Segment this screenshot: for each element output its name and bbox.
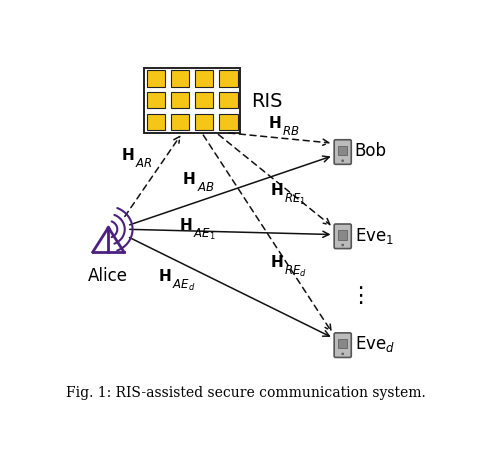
Bar bbox=[171, 93, 189, 109]
Text: Alice: Alice bbox=[88, 267, 128, 284]
Circle shape bbox=[342, 161, 344, 162]
Bar bbox=[144, 69, 240, 133]
Text: $\mathit{AE_d}$: $\mathit{AE_d}$ bbox=[172, 278, 196, 293]
Bar bbox=[171, 71, 189, 88]
Text: $\vdots$: $\vdots$ bbox=[348, 283, 363, 306]
FancyBboxPatch shape bbox=[334, 141, 351, 165]
Text: $\mathbf{H}$: $\mathbf{H}$ bbox=[121, 147, 134, 162]
Bar bbox=[195, 114, 213, 131]
Text: $\mathit{AR}$: $\mathit{AR}$ bbox=[135, 157, 153, 170]
Text: Eve$_d$: Eve$_d$ bbox=[355, 334, 395, 354]
Text: $\mathbf{H}$: $\mathbf{H}$ bbox=[179, 217, 192, 233]
Bar bbox=[338, 231, 348, 240]
Text: $\mathbf{H}$: $\mathbf{H}$ bbox=[158, 268, 172, 283]
Text: $\mathbf{H}$: $\mathbf{H}$ bbox=[270, 182, 283, 197]
Bar bbox=[219, 93, 238, 109]
Bar bbox=[146, 114, 165, 131]
Text: $\mathit{RE_d}$: $\mathit{RE_d}$ bbox=[284, 263, 307, 278]
Text: Eve$_1$: Eve$_1$ bbox=[355, 225, 394, 245]
FancyBboxPatch shape bbox=[334, 224, 351, 249]
Text: RIS: RIS bbox=[252, 91, 283, 111]
Circle shape bbox=[342, 244, 344, 247]
Text: $\mathbf{H}$: $\mathbf{H}$ bbox=[268, 115, 281, 131]
Bar bbox=[146, 93, 165, 109]
Text: $\mathit{AE_1}$: $\mathit{AE_1}$ bbox=[193, 227, 216, 242]
Text: $\mathit{AB}$: $\mathit{AB}$ bbox=[196, 181, 215, 194]
Text: $\mathit{RB}$: $\mathit{RB}$ bbox=[282, 125, 300, 138]
Bar bbox=[219, 114, 238, 131]
Text: Bob: Bob bbox=[355, 142, 386, 160]
Circle shape bbox=[342, 353, 344, 355]
FancyBboxPatch shape bbox=[334, 333, 351, 358]
Text: $\mathit{RE_1}$: $\mathit{RE_1}$ bbox=[284, 192, 306, 207]
Bar bbox=[219, 71, 238, 88]
Text: $\mathbf{H}$: $\mathbf{H}$ bbox=[270, 253, 283, 269]
Bar bbox=[338, 339, 348, 349]
Bar bbox=[338, 147, 348, 156]
Bar bbox=[146, 71, 165, 88]
Bar bbox=[171, 114, 189, 131]
Text: Fig. 1: RIS-assisted secure communication system.: Fig. 1: RIS-assisted secure communicatio… bbox=[66, 384, 426, 399]
Text: $\mathbf{H}$: $\mathbf{H}$ bbox=[182, 171, 196, 187]
Bar bbox=[195, 71, 213, 88]
Bar bbox=[195, 93, 213, 109]
